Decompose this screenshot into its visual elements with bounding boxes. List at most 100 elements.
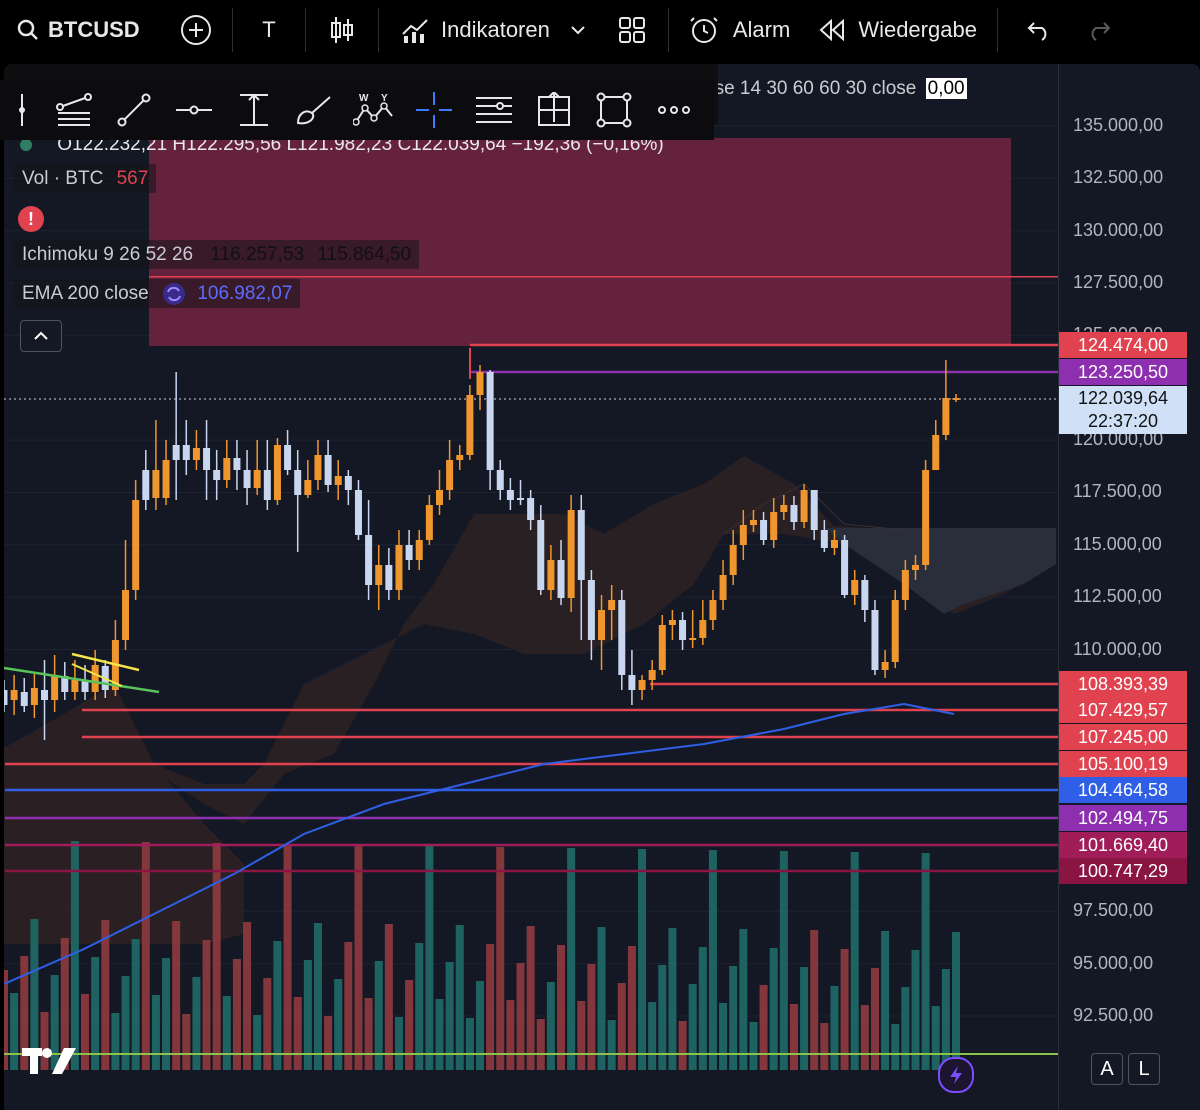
volume-bar[interactable] [111,1013,120,1070]
drag-handle[interactable] [0,80,44,140]
candle-body[interactable] [871,610,879,670]
volume-bar[interactable] [476,981,484,1070]
more-tools-button[interactable] [644,80,704,140]
volume-bar[interactable] [364,998,373,1070]
candle-body[interactable] [213,470,221,480]
volume-bar[interactable] [779,851,788,1070]
candle-body[interactable] [628,675,636,690]
candle-body[interactable] [425,505,433,540]
candle-body[interactable] [415,540,423,560]
volume-bar[interactable] [587,964,596,1070]
volume-bar[interactable] [921,853,930,1070]
fib-tool[interactable] [44,80,104,140]
volume-bar[interactable] [668,928,677,1070]
candle-body[interactable] [4,690,8,705]
candle-body[interactable] [81,680,89,692]
volume-bar[interactable] [4,970,8,1070]
candle-body[interactable] [446,460,454,490]
auto-scale-button[interactable]: A [1091,1053,1123,1085]
volume-bar[interactable] [496,847,505,1070]
volume-bar[interactable] [729,966,738,1070]
volume-bar[interactable] [465,1018,474,1070]
candle-body[interactable] [435,490,443,505]
volume-bar[interactable] [162,958,171,1070]
volume-bar[interactable] [850,852,859,1070]
price-chart[interactable] [4,64,1200,1110]
candle-body[interactable] [20,692,28,706]
volume-bar[interactable] [273,941,282,1070]
volume-bar[interactable] [425,846,434,1070]
candle-body[interactable] [790,505,798,522]
indicators-button[interactable]: Indikatoren [385,0,602,60]
volume-bar[interactable] [182,1014,191,1070]
candle-body[interactable] [91,665,99,692]
candle-body[interactable] [810,490,818,530]
candle-body[interactable] [334,476,342,485]
price-level-label[interactable]: 102.494,75 [1059,805,1187,831]
volume-bar[interactable] [70,841,79,1070]
volume-bar[interactable] [739,929,748,1070]
price-axis[interactable]: 135.000,00 132.500,00 130.000,00 127.500,00… [1058,64,1200,1110]
volume-bar[interactable] [20,956,29,1070]
candle-body[interactable] [253,470,261,488]
volume-bar[interactable] [901,987,910,1070]
price-level-label[interactable]: 100.747,29 [1059,858,1187,884]
volume-bar[interactable] [678,1021,687,1070]
volume-bar[interactable] [151,995,160,1070]
volume-bar[interactable] [293,997,302,1070]
candle-body[interactable] [122,590,130,640]
volume-bar[interactable] [435,999,444,1070]
flash-button[interactable] [938,1057,974,1093]
candle-body[interactable] [304,480,312,495]
candle-body[interactable] [668,620,676,625]
volume-bar[interactable] [263,978,272,1070]
volume-bar[interactable] [81,994,90,1070]
ichimoku-legend[interactable]: Ichimoku 9 26 52 26 116.257,53 115.864,5… [14,240,420,269]
volume-bar[interactable] [627,946,636,1070]
volume-bar[interactable] [405,980,414,1070]
candle-body[interactable] [263,470,271,500]
layouts-button[interactable] [602,0,662,60]
candle-body[interactable] [385,565,393,590]
volume-bar[interactable] [455,925,464,1070]
candle-body[interactable] [456,455,464,460]
candle-body[interactable] [851,580,859,595]
price-level-label[interactable]: 101.669,40 [1059,832,1187,858]
volume-bar[interactable] [870,968,879,1070]
price-level-label[interactable]: 104.464,58 [1059,777,1187,803]
volume-bar[interactable] [486,944,495,1070]
log-scale-button[interactable]: L [1128,1053,1160,1085]
candle-body[interactable] [648,670,656,680]
volume-bar[interactable] [30,919,39,1070]
volume-bar[interactable] [202,940,211,1070]
candle-body[interactable] [496,470,504,490]
candle-body[interactable] [567,510,575,598]
flag-trendline[interactable] [71,652,140,672]
candle-body[interactable] [172,445,180,460]
candle-body[interactable] [375,565,383,585]
volume-bar[interactable] [445,962,454,1070]
candle-body[interactable] [780,505,788,512]
volume-bar[interactable] [516,963,525,1070]
volume-bar[interactable] [749,1022,758,1070]
candle-body[interactable] [841,540,849,595]
volume-bar[interactable] [394,1017,403,1070]
volume-bar[interactable] [810,930,819,1070]
candle-body[interactable] [932,435,940,470]
candle-body[interactable] [405,545,413,560]
candle-body[interactable] [152,470,160,498]
volume-bar[interactable] [506,1000,515,1070]
candle-body[interactable] [223,458,231,480]
indicator-settings-tool[interactable] [464,80,524,140]
candle-body[interactable] [30,688,38,705]
interval-button[interactable]: T [239,0,299,60]
candle-body[interactable] [587,580,595,640]
volume-bar[interactable] [121,976,130,1070]
volume-bar[interactable] [324,1016,333,1070]
candle-body[interactable] [142,470,150,500]
candle-body[interactable] [547,560,555,590]
candle-body[interactable] [598,610,606,640]
horizontal-line-tool[interactable] [164,80,224,140]
candle-body[interactable] [891,600,899,662]
volume-bar[interactable] [567,848,576,1070]
